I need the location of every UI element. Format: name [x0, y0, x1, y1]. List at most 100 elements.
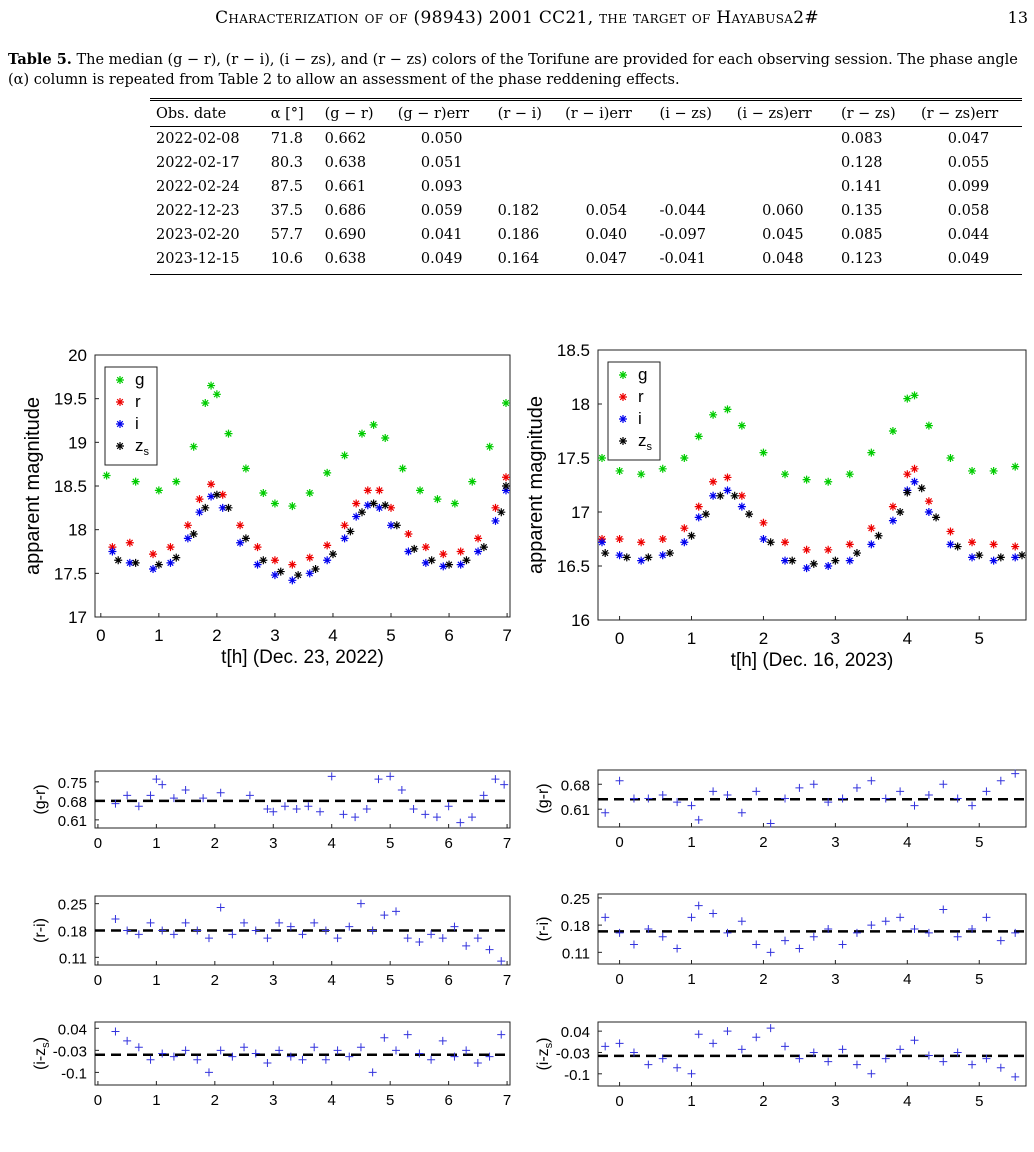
data-point: [183, 521, 192, 530]
data-point: [207, 492, 216, 501]
data-point: [259, 488, 268, 497]
y-axis-label: (i-zs): [32, 1037, 52, 1070]
x-tick-label: 4: [328, 972, 336, 989]
data-point: [270, 556, 279, 565]
data-point: [615, 1039, 624, 1048]
y-tick-label: 0.11: [562, 945, 590, 962]
data-point: [1011, 553, 1020, 562]
data-point: [809, 1048, 818, 1057]
data-point: [910, 477, 919, 486]
data-point: [601, 808, 610, 817]
data-point: [982, 787, 991, 796]
data-point: [276, 567, 285, 576]
data-point: [328, 550, 337, 559]
data-point: [259, 556, 268, 565]
table-cell: 0.049: [914, 247, 1022, 275]
data-point: [245, 791, 254, 800]
data-point: [888, 516, 897, 525]
table-cell: -0.041: [653, 247, 731, 275]
data-point: [759, 518, 768, 527]
legend: [104, 366, 158, 466]
data-point: [831, 556, 840, 565]
data-point: [910, 464, 919, 473]
data-point: [601, 1042, 610, 1051]
x-tick-label: 2: [211, 1092, 219, 1109]
data-point: [838, 940, 847, 949]
data-point: [375, 486, 384, 495]
data-point: [781, 1042, 790, 1051]
data-point: [1011, 769, 1020, 778]
data-point: [201, 399, 210, 408]
table-cell: 87.5: [270, 179, 303, 195]
table-cell: 80.3: [270, 155, 303, 171]
table-cell: 2022-02-08: [156, 131, 240, 147]
data-point: [737, 421, 746, 430]
y-tick-label: 0.75: [58, 775, 87, 792]
data-point: [183, 534, 192, 543]
data-point: [485, 945, 494, 954]
data-point: [824, 798, 833, 807]
x-tick-label: 4: [903, 1093, 911, 1110]
data-point: [212, 490, 221, 499]
y-tick-label: 18.5: [557, 341, 590, 360]
data-point: [381, 433, 390, 442]
chart-panel: 0 1 2 3 4 5 -0.1 -0.03 0.04 (i-zs): [535, 1021, 1027, 1110]
x-tick-label: 6: [444, 835, 452, 852]
data-point: [251, 926, 260, 935]
chart-panel: 0 1 2 3 4 5 6 7 17 17.5 18 18.5 19 19.5 20 t[h] (Dec. 2…: [22, 346, 512, 668]
data-point: [723, 790, 732, 799]
data-point: [427, 930, 436, 939]
data-point: [404, 530, 413, 539]
x-tick-label: 5: [386, 835, 394, 852]
plot-frame: [94, 1021, 511, 1086]
data-point: [311, 564, 320, 573]
table-cell: 0.060: [762, 203, 804, 219]
data-point: [809, 559, 818, 568]
y-tick-label: 17.5: [557, 449, 590, 468]
data-point: [485, 1052, 494, 1061]
table-caption: Table 5. The median (g − r), (r − i), (i…: [8, 50, 1028, 90]
x-tick-label: 4: [328, 626, 337, 645]
x-tick-label: 1: [687, 834, 695, 851]
data-point: [598, 538, 606, 547]
x-tick-label: 5: [386, 972, 394, 989]
table-cell: 0.128: [840, 155, 883, 171]
data-point: [280, 802, 289, 811]
x-tick-label: 1: [687, 629, 696, 648]
table-cell: 0.045: [762, 227, 804, 243]
data-point: [387, 503, 396, 512]
data-point: [154, 486, 163, 495]
page-number: 13: [1007, 8, 1028, 27]
x-tick-label: 6: [444, 972, 452, 989]
data-point: [462, 941, 471, 950]
running-head: Characterization of of (98943) 2001 CC21…: [0, 8, 1034, 34]
data-point: [673, 944, 682, 953]
data-point: [421, 810, 430, 819]
data-point: [363, 486, 372, 495]
data-point: [456, 818, 465, 827]
data-point: [123, 1036, 132, 1045]
table-cell: 0.048: [730, 247, 835, 275]
data-point: [989, 556, 998, 565]
data-point: [687, 913, 696, 922]
data-point: [615, 466, 624, 475]
data-point: [450, 922, 459, 931]
table-cell: 10.6: [264, 247, 319, 275]
table-header-row: Obs. date α [°] (g − r) (g − r)err (r − i) (r…: [150, 99, 1022, 127]
data-point: [615, 535, 624, 543]
y-tick-label: 16.5: [557, 557, 590, 576]
table-cell: 0.051: [420, 155, 463, 171]
data-point: [108, 543, 117, 552]
table-cell: 0.686: [324, 203, 367, 219]
data-point: [824, 1057, 833, 1066]
data-point: [658, 790, 667, 799]
data-point: [172, 553, 181, 562]
x-tick-label: 3: [831, 971, 839, 988]
data-point: [953, 794, 962, 803]
y-tick-label: 18.5: [54, 477, 87, 496]
data-point: [932, 513, 941, 522]
data-point: [381, 501, 390, 510]
data-point: [288, 502, 297, 511]
data-point: [345, 922, 354, 931]
data-point: [357, 429, 366, 438]
